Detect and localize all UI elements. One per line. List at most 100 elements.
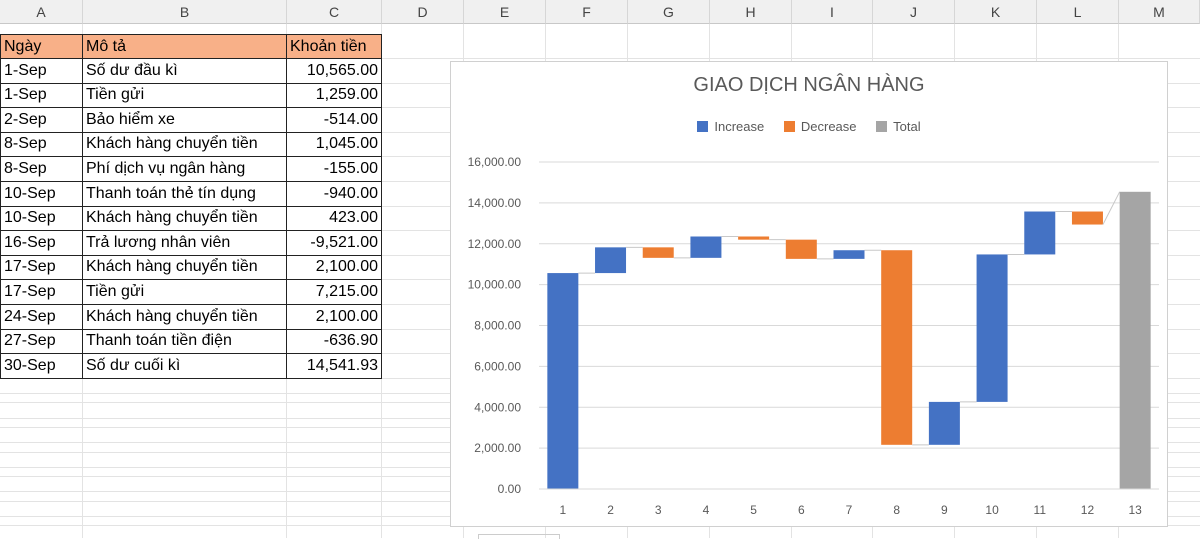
bar-increase bbox=[976, 254, 1008, 402]
legend-swatch-decrease bbox=[783, 121, 795, 132]
column-header-k[interactable]: K bbox=[955, 0, 1037, 24]
bar-increase bbox=[547, 273, 579, 489]
column-header-f[interactable]: F bbox=[546, 0, 628, 24]
amount-cell[interactable]: 423.00 bbox=[287, 206, 382, 231]
x-tick-label: 8 bbox=[893, 503, 900, 517]
amount-cell[interactable]: 10,565.00 bbox=[287, 59, 382, 84]
amount-cell[interactable]: -940.00 bbox=[287, 182, 382, 207]
description-cell[interactable]: Tiền gửi bbox=[83, 280, 287, 305]
description-cell[interactable]: Trả lương nhân viên bbox=[83, 231, 287, 256]
bar-decrease bbox=[642, 247, 674, 258]
y-tick-label: 0.00 bbox=[498, 482, 522, 496]
date-cell[interactable]: 24-Sep bbox=[0, 305, 83, 330]
x-tick-label: 3 bbox=[655, 503, 662, 517]
x-tick-label: 4 bbox=[703, 503, 710, 517]
bar-decrease bbox=[785, 239, 817, 259]
y-tick-label: 16,000.00 bbox=[468, 155, 522, 169]
amount-cell[interactable]: 7,215.00 bbox=[287, 280, 382, 305]
bar-increase bbox=[690, 236, 722, 258]
description-cell[interactable]: Tiền gửi bbox=[83, 83, 287, 108]
column-header-d[interactable]: D bbox=[382, 0, 464, 24]
legend-increase: Increase bbox=[697, 119, 764, 134]
date-cell[interactable]: 1-Sep bbox=[0, 59, 83, 84]
date-cell[interactable]: 27-Sep bbox=[0, 329, 83, 354]
legend-total: Total bbox=[876, 119, 921, 134]
date-cell[interactable]: 8-Sep bbox=[0, 157, 83, 182]
x-tick-label: 13 bbox=[1128, 503, 1142, 517]
amount-cell[interactable]: 2,100.00 bbox=[287, 255, 382, 280]
x-tick-label: 7 bbox=[846, 503, 853, 517]
description-cell[interactable]: Khách hàng chuyển tiền bbox=[83, 255, 287, 280]
column-header-i[interactable]: I bbox=[792, 0, 873, 24]
bar-total bbox=[1119, 191, 1151, 489]
amount-cell[interactable]: 2,100.00 bbox=[287, 305, 382, 330]
bar-increase bbox=[595, 247, 627, 274]
column-header-j[interactable]: J bbox=[873, 0, 955, 24]
y-tick-label: 8,000.00 bbox=[474, 319, 521, 333]
description-cell[interactable]: Số dư đầu kì bbox=[83, 59, 287, 84]
column-header-g[interactable]: G bbox=[628, 0, 710, 24]
legend-label: Decrease bbox=[800, 119, 857, 134]
y-tick-label: 10,000.00 bbox=[468, 278, 522, 292]
y-tick-label: 4,000.00 bbox=[474, 400, 521, 414]
table-header-cell[interactable]: Mô tả bbox=[83, 34, 287, 59]
y-tick-label: 6,000.00 bbox=[474, 359, 521, 373]
column-header-m[interactable]: M bbox=[1119, 0, 1200, 24]
x-tick-label: 12 bbox=[1081, 503, 1095, 517]
x-tick-label: 10 bbox=[985, 503, 999, 517]
description-cell[interactable]: Khách hàng chuyển tiền bbox=[83, 305, 287, 330]
x-tick-label: 1 bbox=[560, 503, 567, 517]
date-cell[interactable]: 16-Sep bbox=[0, 231, 83, 256]
connector-line bbox=[1102, 191, 1121, 225]
description-cell[interactable]: Số dư cuối kì bbox=[83, 354, 287, 379]
description-cell[interactable]: Phí dịch vụ ngân hàng bbox=[83, 157, 287, 182]
column-header-e[interactable]: E bbox=[464, 0, 546, 24]
amount-cell[interactable]: -514.00 bbox=[287, 108, 382, 133]
date-cell[interactable]: 2-Sep bbox=[0, 108, 83, 133]
column-header-h[interactable]: H bbox=[710, 0, 792, 24]
legend-swatch-increase bbox=[697, 121, 709, 132]
date-cell[interactable]: 10-Sep bbox=[0, 182, 83, 207]
date-cell[interactable]: 1-Sep bbox=[0, 83, 83, 108]
y-tick-label: 14,000.00 bbox=[468, 196, 522, 210]
amount-cell[interactable]: -636.90 bbox=[287, 329, 382, 354]
legend-label: Increase bbox=[714, 119, 765, 134]
description-cell[interactable]: Khách hàng chuyển tiền bbox=[83, 206, 287, 231]
table-header-cell[interactable]: Khoản tiền bbox=[287, 34, 382, 59]
amount-cell[interactable]: 1,045.00 bbox=[287, 132, 382, 157]
date-cell[interactable]: 10-Sep bbox=[0, 206, 83, 231]
bar-decrease bbox=[881, 250, 913, 445]
sheet-tab-fragment bbox=[478, 534, 560, 539]
description-cell[interactable]: Thanh toán thẻ tín dụng bbox=[83, 182, 287, 207]
bar-decrease bbox=[1071, 211, 1103, 225]
column-header-l[interactable]: L bbox=[1037, 0, 1119, 24]
column-header-a[interactable]: A bbox=[0, 0, 83, 24]
description-cell[interactable]: Bảo hiểm xe bbox=[83, 108, 287, 133]
date-cell[interactable]: 17-Sep bbox=[0, 280, 83, 305]
date-cell[interactable]: 30-Sep bbox=[0, 354, 83, 379]
chart-legend: Increase Decrease Total bbox=[451, 119, 1167, 134]
amount-cell[interactable]: 1,259.00 bbox=[287, 83, 382, 108]
bar-increase bbox=[833, 250, 865, 259]
x-tick-label: 9 bbox=[941, 503, 948, 517]
description-cell[interactable]: Thanh toán tiền điện bbox=[83, 329, 287, 354]
date-cell[interactable]: 17-Sep bbox=[0, 255, 83, 280]
column-header-c[interactable]: C bbox=[287, 0, 382, 24]
x-tick-label: 5 bbox=[750, 503, 757, 517]
waterfall-chart[interactable]: GIAO DỊCH NGÂN HÀNG Increase Decrease To… bbox=[450, 61, 1168, 527]
bar-increase bbox=[928, 401, 960, 445]
legend-swatch-total bbox=[876, 121, 888, 132]
date-cell[interactable]: 8-Sep bbox=[0, 132, 83, 157]
x-tick-label: 6 bbox=[798, 503, 805, 517]
y-tick-label: 2,000.00 bbox=[474, 441, 521, 455]
amount-cell[interactable]: -155.00 bbox=[287, 157, 382, 182]
description-cell[interactable]: Khách hàng chuyển tiền bbox=[83, 132, 287, 157]
legend-label: Total bbox=[893, 119, 921, 134]
x-tick-label: 2 bbox=[607, 503, 614, 517]
amount-cell[interactable]: 14,541.93 bbox=[287, 354, 382, 379]
amount-cell[interactable]: -9,521.00 bbox=[287, 231, 382, 256]
chart-title: GIAO DỊCH NGÂN HÀNG bbox=[693, 74, 925, 96]
bar-increase bbox=[1024, 211, 1056, 255]
table-header-cell[interactable]: Ngày bbox=[0, 34, 83, 59]
column-header-b[interactable]: B bbox=[83, 0, 287, 24]
